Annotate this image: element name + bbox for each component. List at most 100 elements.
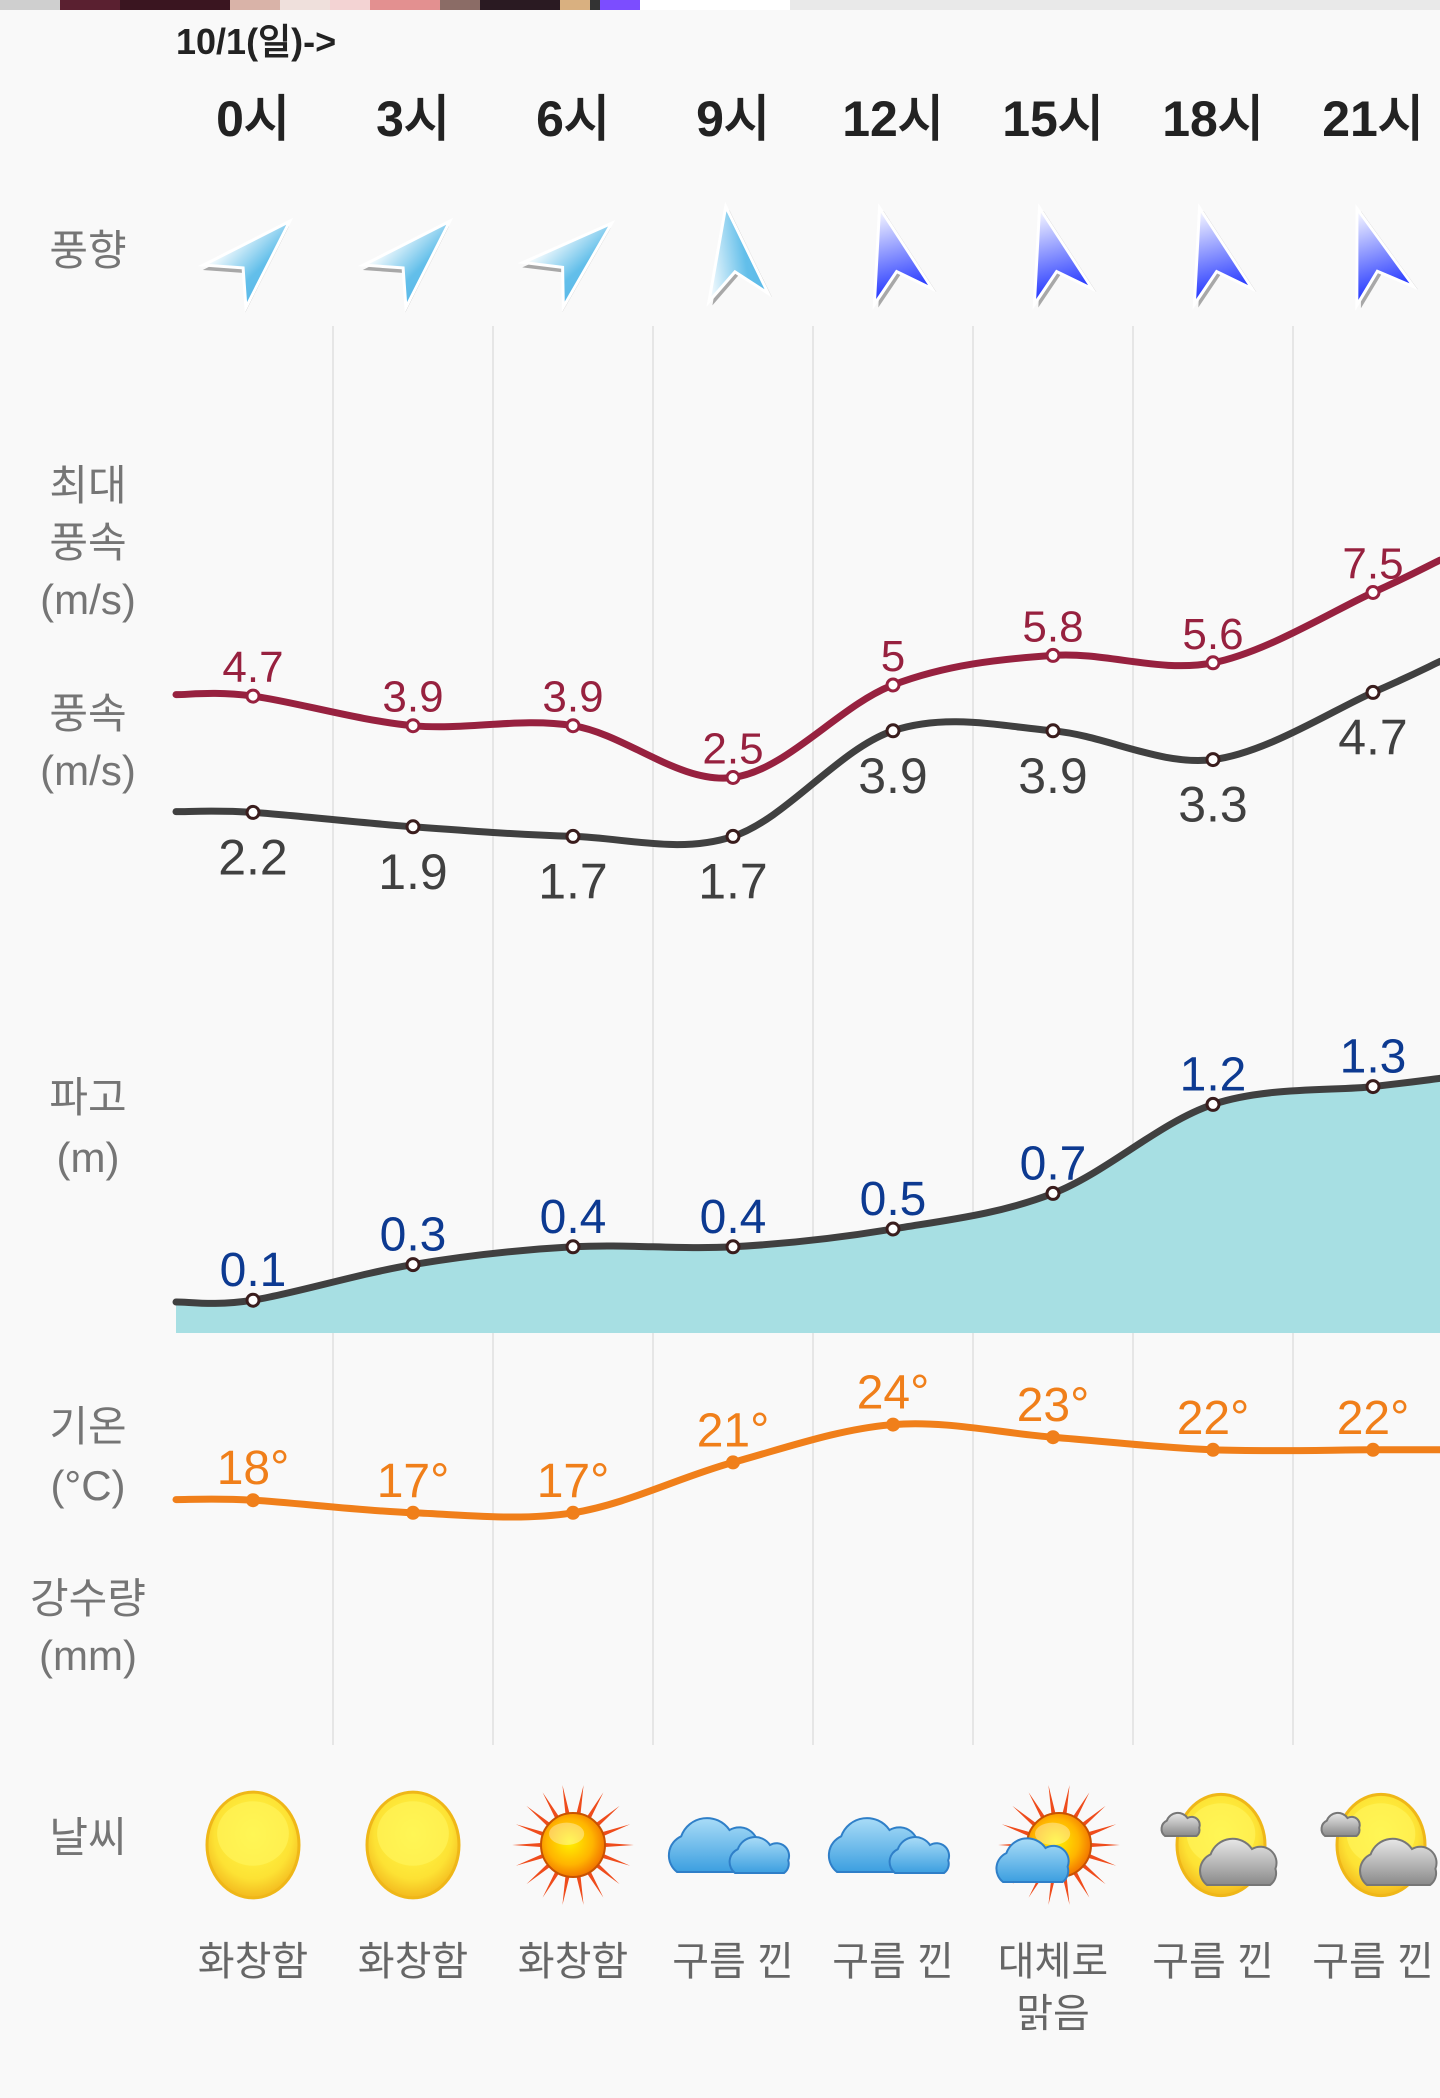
wind-speed-data-label: 3.3 [1178,777,1248,833]
temperature-point [726,1455,740,1470]
row-label-wave-height: 파고 [49,1074,126,1121]
wind-speed-data-label: 1.9 [378,844,448,900]
hour-label: 6시 [536,91,610,147]
row-label-temperature: 기온 [49,1403,126,1450]
wind-speed-point [885,723,901,739]
arrow-body [1192,203,1257,310]
row-label-wave-height-unit: (m) [57,1134,120,1181]
wave-height-data-label: 0.3 [380,1209,447,1262]
row-label-wind-direction: 풍향 [49,227,126,274]
hour-label: 15시 [1002,91,1104,147]
arrow-north-dark-icon [1355,203,1419,311]
wind-speed-point [245,804,261,820]
arrow-northeast-light-icon [358,217,454,313]
sun-highlight [217,1801,289,1866]
wave-height-point [725,1239,741,1255]
temperature-data-label: 18° [217,1442,290,1495]
weather-text: 대체로 [998,1940,1108,1984]
hour-label: 3시 [376,91,450,147]
hour-label: 0시 [216,91,290,147]
max-wind-point [1365,585,1381,600]
wind-speed-point [1045,723,1061,739]
max-wind-point [245,688,261,704]
max-wind-line [172,556,1440,782]
wave-height-point [405,1257,421,1273]
sun-shine [549,1822,585,1846]
moon-cloud-icon [1320,1792,1438,1898]
cloud-shape [1199,1837,1278,1886]
max-wind-data-label: 3.9 [382,673,443,722]
date-label: 10/1(일)-> [176,21,336,62]
weather-text: 화창함 [518,1940,628,1984]
cloud-shape [888,1836,951,1874]
arrow-body [517,219,616,313]
temperature-point [886,1417,900,1432]
wave-height-point [1045,1185,1061,1201]
wave-height-data-label: 1.2 [1180,1048,1247,1101]
wave-height-data-label: 0.5 [860,1173,927,1226]
sun-shine [1035,1822,1071,1846]
cloud-shape [728,1836,791,1874]
hour-label: 12시 [842,91,944,147]
wind-speed-point [405,819,421,835]
sun-rays [512,1785,634,1905]
arrow-north-dark-icon [1192,203,1257,310]
sun-icon [205,1790,301,1900]
wave-height-point [1365,1079,1381,1095]
temperature-point [1366,1442,1380,1457]
clouds-icon [667,1817,791,1874]
max-wind-data-label: 5.6 [1182,610,1243,659]
wave-height-data-label: 0.4 [540,1191,607,1244]
hour-label: 18시 [1162,91,1264,147]
arrow-north-dark-icon [872,203,937,310]
arrow-northeast-light-icon [517,219,616,313]
weather-text: 화창함 [358,1940,468,1984]
weather-text: 구름 낀 [832,1940,954,1984]
wave-height-line [172,1074,1440,1307]
max-wind-data-label: 2.5 [702,725,763,774]
wind-speed-data-label: 1.7 [698,853,768,909]
sun-icon [365,1790,461,1900]
row-label-max-wind: 최대 [49,462,126,509]
max-wind-point [885,677,901,693]
wave-height-point [245,1292,261,1308]
temperature-data-label: 17° [377,1455,450,1508]
temperature-data-label: 24° [857,1367,930,1420]
arrow-body [1032,203,1097,310]
temperature-point [566,1505,580,1520]
weather-text: 구름 낀 [1312,1940,1434,1984]
wave-height-data-label: 0.7 [1020,1137,1087,1190]
sun-disc [540,1812,606,1878]
hour-label: 21시 [1322,91,1424,147]
row-label-precipitation-unit: (mm) [39,1632,137,1679]
max-wind-data-label: 5.8 [1022,602,1083,651]
wave-height-data-label: 1.3 [1340,1031,1407,1084]
max-wind-data-label: 3.9 [542,673,603,722]
wind-speed-point [1365,684,1381,700]
row-label-temperature-unit: (°C) [50,1462,125,1509]
arrow-northeast-light-icon [198,217,294,313]
wave-height-point [565,1239,581,1255]
cloud-shape [1320,1811,1361,1837]
row-label-wind-speed: 풍속 [49,690,126,737]
wave-height-point [1205,1096,1221,1112]
row-label-weather: 날씨 [49,1814,126,1861]
max-wind-data-label: 7.5 [1342,540,1403,589]
sun-cloud-icon [995,1785,1120,1905]
moon-cloud-icon [1160,1792,1278,1898]
max-wind-data-label: 5 [881,632,905,681]
weather-text: 화창함 [198,1940,308,1984]
wind-speed-line [172,657,1440,849]
max-wind-point [725,770,741,785]
arrow-body [1355,203,1419,311]
cloud-shape [1359,1837,1438,1886]
wave-height-data-label: 0.4 [700,1191,767,1244]
wind-speed-data-label: 3.9 [1018,748,1088,804]
wave-height-point [885,1221,901,1237]
temperature-point [246,1493,260,1508]
row-label-max-wind: 풍속 [49,519,126,566]
clouds-icon [827,1817,951,1874]
row-label-wind-speed-unit: (m/s) [40,747,136,794]
weather-text: 맑음 [1016,1992,1090,2036]
